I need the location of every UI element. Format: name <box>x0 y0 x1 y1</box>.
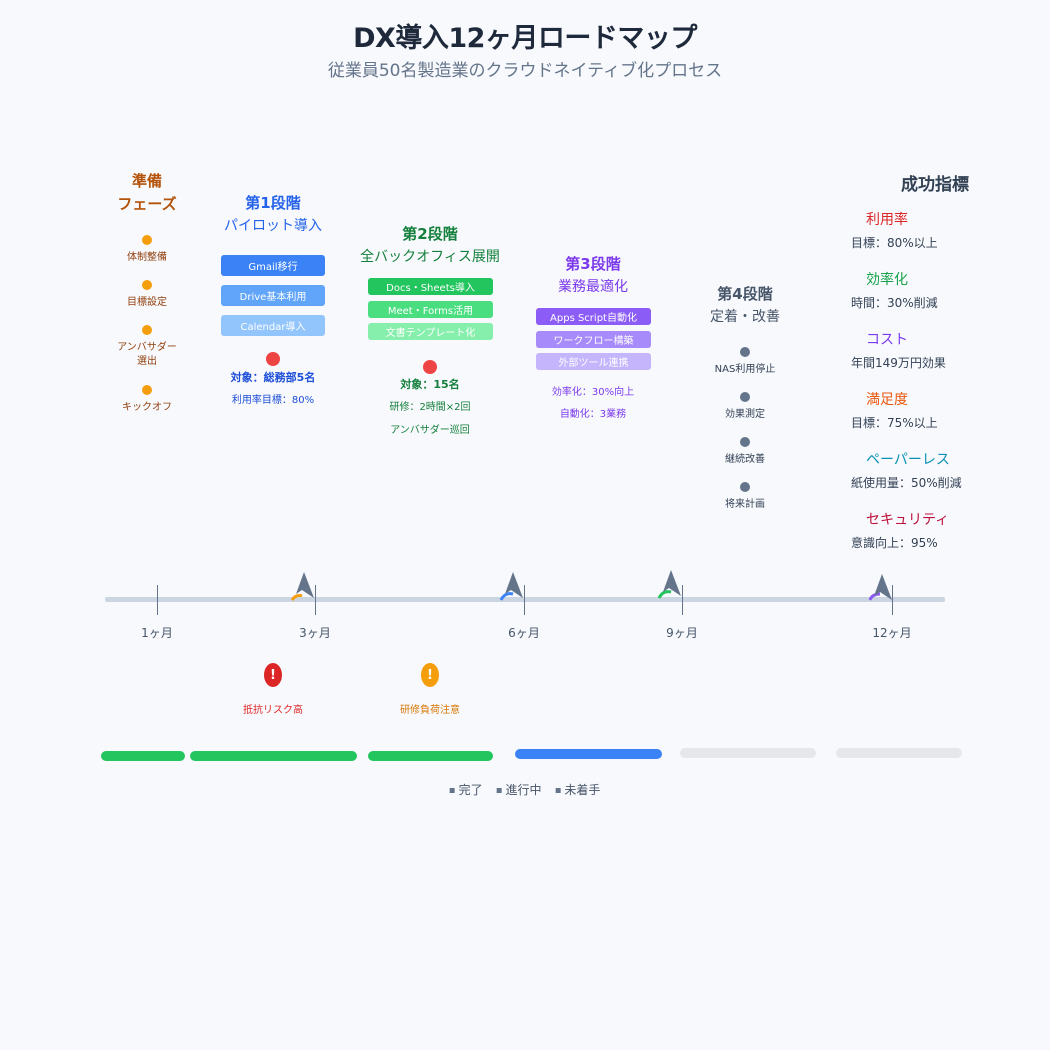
phase4-item: 将来計画 <box>725 499 765 510</box>
timeline-tick <box>157 585 158 615</box>
progress-bar-prep <box>101 751 185 761</box>
phase2-task: 文書テンプレート化 <box>368 323 493 340</box>
phase1-heading: 第1段階 パイロット導入 <box>224 192 322 238</box>
prep-dot <box>142 235 152 245</box>
metric-value: 時間：30%削減 <box>851 296 938 310</box>
progress-bar-final <box>836 748 962 758</box>
tick-label: 9ヶ月 <box>666 626 698 640</box>
progress-bar-phase3 <box>515 749 662 759</box>
legend: 完了 進行中 未着手 <box>445 781 606 798</box>
phase1-task: Calendar導入 <box>221 315 325 336</box>
metric-name: コスト <box>866 332 908 348</box>
metrics-title: 成功指標 <box>901 175 969 195</box>
progress-bar-phase4 <box>680 748 816 758</box>
phase3-task: ワークフロー構築 <box>536 331 651 348</box>
legend-item-in-progress: 進行中 <box>496 783 542 797</box>
phase3-title: 第3段階 <box>565 255 621 273</box>
phase1-title: 第1段階 <box>245 194 301 212</box>
page-subtitle: 従業員50名製造業のクラウドネイティブ化プロセス <box>327 61 723 81</box>
legend-item-not-started: 未着手 <box>555 783 600 797</box>
metric-name: ペーパーレス <box>866 452 950 468</box>
phase4-subtitle: 定着・改善 <box>710 309 780 325</box>
prep-dot <box>142 385 152 395</box>
metric-value: 意識向上：95% <box>851 536 938 550</box>
metric-value: 年間149万円効果 <box>851 356 946 370</box>
legend-label: 完了 <box>458 783 483 797</box>
phase1-marker <box>266 352 280 366</box>
phase1-target: 対象：総務部5名 <box>230 371 316 384</box>
metric-name: セキュリティ <box>866 512 950 528</box>
phase4-dot <box>740 392 750 402</box>
metric-name: 効率化 <box>866 272 908 288</box>
phase3-heading: 第3段階 業務最適化 <box>558 253 628 299</box>
phase2-task: Docs・Sheets導入 <box>368 278 493 295</box>
metric-name: 利用率 <box>866 212 908 228</box>
legend-label: 進行中 <box>505 783 542 797</box>
prep-title-line2: フェーズ <box>117 195 177 213</box>
phase2-title: 第2段階 <box>402 225 458 243</box>
phase4-item: NAS利用停止 <box>714 364 776 375</box>
prep-dot <box>142 325 152 335</box>
page-title: DX導入12ヶ月ロードマップ <box>353 23 697 54</box>
tick-label: 1ヶ月 <box>141 626 173 640</box>
tick-label: 3ヶ月 <box>299 626 331 640</box>
phase1-task: Drive基本利用 <box>221 285 325 306</box>
tick-label: 12ヶ月 <box>872 626 912 640</box>
phase4-item: 効果測定 <box>725 409 765 420</box>
phase3-task: Apps Script自動化 <box>536 308 651 325</box>
risk-label: 抵抗リスク高 <box>243 705 303 716</box>
phase2-heading: 第2段階 全バックオフィス展開 <box>360 223 500 269</box>
phase2-ambassador: アンバサダー巡回 <box>390 425 470 436</box>
progress-bar-phase1 <box>190 751 357 761</box>
metric-name: 満足度 <box>866 392 908 408</box>
metric-value: 紙使用量：50%削減 <box>851 476 962 490</box>
prep-phase-title: 準備 フェーズ <box>117 170 176 216</box>
tick-label: 6ヶ月 <box>508 626 540 640</box>
phase3-efficiency: 効率化：30%向上 <box>551 387 635 398</box>
phase1-goal: 利用率目標：80% <box>231 395 315 406</box>
phase4-dot <box>740 482 750 492</box>
timeline-tick <box>892 585 893 615</box>
legend-label: 未着手 <box>564 783 601 797</box>
phase4-dot <box>740 437 750 447</box>
timeline-tick <box>315 585 316 615</box>
phase1-task: Gmail移行 <box>221 255 325 276</box>
phase2-task: Meet・Forms活用 <box>368 301 493 318</box>
warning-icon: ! <box>264 663 282 687</box>
phase3-subtitle: 業務最適化 <box>558 279 628 295</box>
prep-dot <box>142 280 152 290</box>
phase3-automation: 自動化：3業務 <box>559 409 627 420</box>
prep-item: アンバサダー 選出 <box>117 342 177 367</box>
metric-value: 目標：75%以上 <box>851 416 938 430</box>
prep-item: 体制整備 <box>127 252 167 263</box>
phase2-target: 対象：15名 <box>400 378 460 391</box>
legend-item-done: 完了 <box>449 783 483 797</box>
phase4-heading: 第4段階 定着・改善 <box>710 283 780 329</box>
risk-label: 研修負荷注意 <box>400 705 460 716</box>
milestone-flag-icon <box>499 572 523 601</box>
phase4-item: 継続改善 <box>725 454 765 465</box>
warning-icon: ! <box>421 663 439 687</box>
phase3-task: 外部ツール連携 <box>536 353 651 370</box>
progress-bar-phase2 <box>368 751 493 761</box>
metric-value: 目標：80%以上 <box>851 236 938 250</box>
timeline-tick <box>682 585 683 615</box>
phase2-training: 研修：2時間×2回 <box>389 402 471 413</box>
phase4-title: 第4段階 <box>717 285 773 303</box>
prep-item: 目標設定 <box>127 297 167 308</box>
milestone-flag-icon <box>290 572 314 601</box>
prep-item: キックオフ <box>122 402 172 413</box>
phase2-subtitle: 全バックオフィス展開 <box>360 249 500 265</box>
timeline-tick <box>524 585 525 615</box>
timeline-axis <box>105 597 945 602</box>
phase4-dot <box>740 347 750 357</box>
phase1-subtitle: パイロット導入 <box>224 218 322 234</box>
milestone-flag-icon <box>868 574 892 601</box>
phase2-marker <box>423 360 437 374</box>
milestone-flag-icon <box>657 570 681 599</box>
prep-title-line1: 準備 <box>131 172 163 190</box>
